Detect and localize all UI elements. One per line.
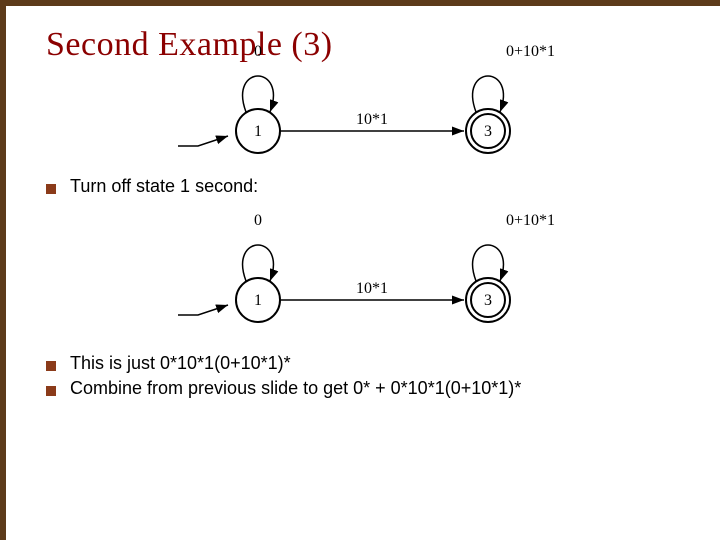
diagram-2-wrap: 1 0 10*1 3 0+10*1 xyxy=(46,201,690,335)
diagram-2: 1 0 10*1 3 0+10*1 xyxy=(158,205,578,335)
bullet-group-2: This is just 0*10*1(0+10*1)* Combine fro… xyxy=(46,353,690,399)
diagram-1-wrap: 1 0 10*1 3 0+10*1 xyxy=(46,64,690,166)
automaton-svg-1: 1 0 10*1 3 0+10*1 xyxy=(158,36,578,166)
bullet-1-text: Turn off state 1 second: xyxy=(70,176,258,197)
slide-body: Second Example (3) 1 0 10*1 xyxy=(6,6,720,540)
state-1-label: 1 xyxy=(254,292,262,309)
automaton-svg-2: 1 0 10*1 3 0+10*1 xyxy=(158,205,578,335)
edge-1-3-label: 10*1 xyxy=(356,111,388,128)
loop-3-label: 0+10*1 xyxy=(506,212,555,229)
edge-1-3-label: 10*1 xyxy=(356,280,388,297)
loop-3-label: 0+10*1 xyxy=(506,43,555,60)
loop-3 xyxy=(473,245,504,281)
loop-1-label: 0 xyxy=(254,43,262,60)
bullet-marker-icon xyxy=(46,361,56,371)
state-3-label: 3 xyxy=(484,292,492,309)
loop-1-label: 0 xyxy=(254,212,262,229)
diagram-1: 1 0 10*1 3 0+10*1 xyxy=(158,36,578,166)
loop-1 xyxy=(243,76,274,112)
bullet-2: This is just 0*10*1(0+10*1)* xyxy=(46,353,690,374)
start-arrow xyxy=(178,136,228,146)
state-3-label: 3 xyxy=(484,123,492,140)
start-arrow xyxy=(178,305,228,315)
state-1-label: 1 xyxy=(254,123,262,140)
bullet-2-text: This is just 0*10*1(0+10*1)* xyxy=(70,353,291,374)
bullet-marker-icon xyxy=(46,184,56,194)
bullet-3-text: Combine from previous slide to get 0* + … xyxy=(70,378,521,399)
bullet-marker-icon xyxy=(46,386,56,396)
loop-1 xyxy=(243,245,274,281)
bullet-1: Turn off state 1 second: xyxy=(46,176,690,197)
loop-3 xyxy=(473,76,504,112)
bullet-group-1: Turn off state 1 second: xyxy=(46,176,690,197)
bullet-3: Combine from previous slide to get 0* + … xyxy=(46,378,690,399)
